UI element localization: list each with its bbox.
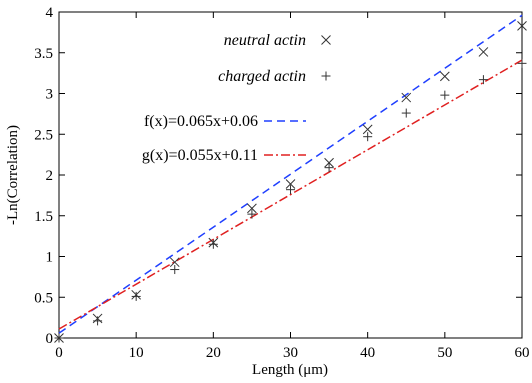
y-tick-label: 2.5: [34, 127, 53, 143]
legend-marker-plus: [321, 71, 331, 81]
fit-line-g: [58, 59, 523, 330]
data-point-neutral-actin: [247, 203, 257, 214]
data-point-charged-actin: [170, 265, 180, 275]
data-point-charged-actin: [208, 239, 218, 249]
y-tick-label: 3: [46, 87, 54, 103]
legend-marker-neutral-actin: [321, 35, 331, 45]
data-point-neutral-actin: [517, 21, 527, 31]
data-point-neutral-actin: [478, 47, 489, 57]
x-tick-label: 60: [515, 345, 530, 361]
data-point-charged-actin: [247, 209, 257, 219]
legend-marker-x: [321, 35, 331, 45]
fit-label-f: f(x)=0.065x+0.06: [144, 113, 258, 130]
data-point-neutral-actin: [324, 157, 334, 168]
data-point-charged-actin: [517, 58, 527, 68]
marker-stroke: [324, 157, 334, 168]
x-tick-label: 50: [437, 345, 452, 361]
data-point-charged-actin: [478, 75, 488, 85]
y-tick-label: 1.5: [34, 209, 53, 225]
marker-stroke: [285, 179, 296, 189]
marker-stroke: [401, 92, 412, 103]
data-point-charged-actin: [131, 291, 141, 301]
x-tick-label: 0: [55, 345, 63, 361]
data-point-neutral-actin: [401, 92, 412, 103]
x-tick-label: 40: [360, 345, 375, 361]
x-tick-label: 20: [206, 345, 221, 361]
data-point-neutral-actin: [285, 179, 296, 189]
data-point-neutral-actin: [439, 71, 450, 82]
data-point-charged-actin: [401, 108, 411, 118]
fit-lines: [58, 14, 523, 334]
data-point-charged-actin: [363, 132, 373, 142]
x-axis-label: Length (μm): [252, 362, 328, 378]
legend-marker-charged-actin: [321, 71, 331, 81]
x-tick-labels: 0 10 20 30 40 50 60: [55, 345, 529, 361]
data-point-neutral-actin: [169, 257, 180, 268]
data-point-charged-actin: [324, 163, 334, 173]
data-point-charged-actin: [286, 185, 295, 195]
marker-stroke: [169, 257, 180, 268]
y-tick-label: 2: [46, 168, 54, 184]
marker-stroke: [321, 35, 331, 45]
fit-line-f: [58, 14, 523, 334]
y-tick-label: 3.5: [34, 46, 53, 62]
data-point-charged-actin: [54, 333, 64, 343]
marker-stroke: [478, 47, 489, 57]
y-tick-label: 0: [46, 331, 54, 347]
marker-stroke: [439, 71, 450, 82]
data-markers: [54, 21, 527, 343]
y-tick-label: 1: [46, 250, 54, 266]
marker-stroke: [362, 124, 373, 135]
data-point-charged-actin: [93, 316, 103, 326]
legend-label-charged-actin: charged actin: [218, 68, 306, 85]
y-axis-label: -Ln(Correlation): [5, 125, 21, 225]
legend: neutral actin charged actin f(x)=0.065x+…: [142, 32, 331, 164]
legend-label-neutral-actin: neutral actin: [224, 32, 306, 49]
y-tick-label: 0.5: [34, 290, 53, 306]
marker-stroke: [517, 21, 527, 31]
x-tick-label: 10: [129, 345, 144, 361]
fit-label-g: g(x)=0.055x+0.11: [142, 147, 258, 164]
marker-stroke: [247, 203, 257, 214]
y-tick-label: 4: [46, 5, 54, 21]
axis-ticks: [58, 11, 523, 339]
data-point-neutral-actin: [362, 124, 373, 135]
y-tick-labels: 0 0.5 1 1.5 2 2.5 3 3.5 4: [34, 5, 53, 347]
data-point-charged-actin: [440, 90, 450, 100]
x-tick-label: 30: [283, 345, 298, 361]
